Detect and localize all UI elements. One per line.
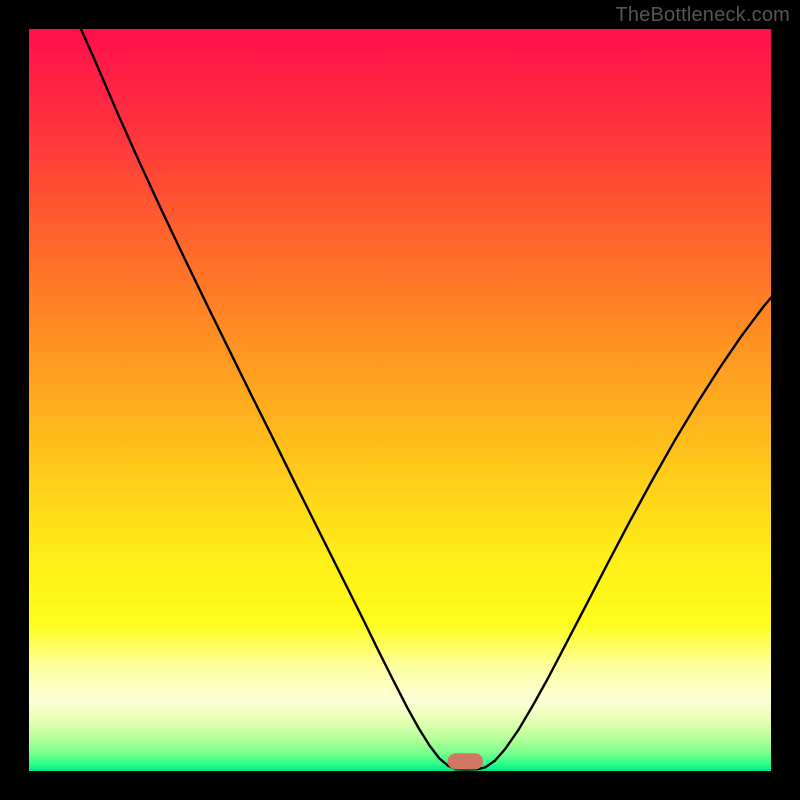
plot-area (29, 29, 771, 771)
optimum-marker (447, 753, 483, 769)
chart-frame: TheBottleneck.com (0, 0, 800, 800)
chart-background (29, 29, 771, 771)
bottleneck-curve-chart (29, 29, 771, 771)
watermark-text: TheBottleneck.com (615, 4, 790, 27)
